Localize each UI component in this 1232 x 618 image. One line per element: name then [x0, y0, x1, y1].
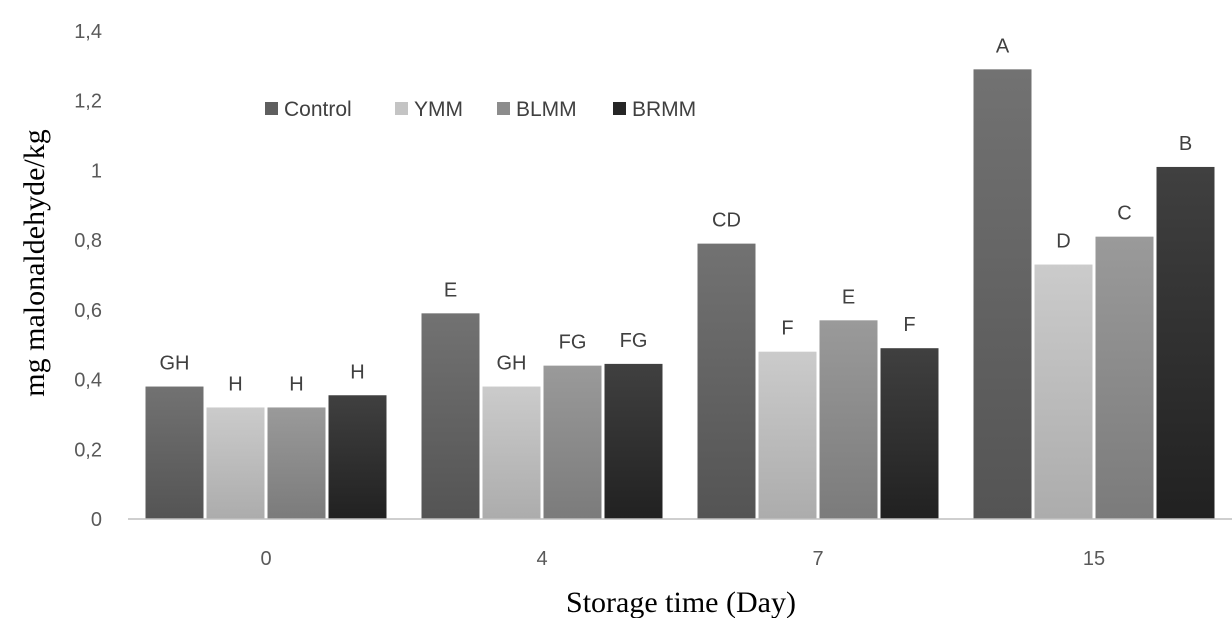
bar-letter-label: B: [1179, 133, 1192, 155]
bar-letter-label: C: [1117, 203, 1131, 225]
y-tick-label: 1,2: [74, 91, 102, 113]
bar-brmm-day-15: [1156, 166, 1215, 519]
bar-labels: GH H H H E GH FG FG CD F E F A D C B: [160, 35, 1193, 395]
x-axis-title: Storage time (Day): [566, 586, 796, 618]
bar-letter-label: A: [996, 35, 1010, 57]
bar-letter-label: FG: [559, 332, 587, 354]
bar-control-day-0: [145, 386, 204, 519]
bar-letter-label: H: [228, 373, 242, 395]
bar-blmm-day-0: [267, 407, 326, 519]
legend-label-blmm: BLMM: [516, 98, 577, 121]
x-axis-ticks: 0 4 7 15: [260, 548, 1105, 570]
bar-blmm-day-7: [819, 320, 878, 519]
bar-brmm-day-4: [604, 363, 663, 519]
y-tick-label: 1: [91, 160, 102, 182]
y-tick-label: 0,2: [74, 439, 102, 461]
bar-ymm-day-7: [758, 351, 817, 519]
legend: Control YMM BLMM BRMM: [265, 98, 696, 121]
legend-label-brmm: BRMM: [632, 98, 696, 121]
bar-letter-label: F: [781, 318, 793, 340]
bar-control-day-7: [697, 243, 756, 519]
y-axis-ticks: 0 0,2 0,4 0,6 0,8 1 1,2 1,4: [74, 21, 102, 531]
y-tick-label: 1,4: [74, 21, 102, 43]
bar-brmm-day-7: [880, 348, 939, 519]
bar-ymm-day-0: [206, 407, 265, 519]
legend-swatch-blmm: [497, 102, 510, 115]
x-tick-label: 4: [536, 548, 547, 570]
bar-blmm-day-15: [1095, 236, 1154, 519]
bar-ymm-day-15: [1034, 264, 1093, 519]
x-tick-label: 7: [812, 548, 823, 570]
bar-letter-label: H: [350, 361, 364, 383]
y-tick-label: 0: [91, 509, 102, 531]
bar-blmm-day-4: [543, 365, 602, 519]
y-tick-label: 0,8: [74, 230, 102, 252]
bar-letter-label: GH: [160, 353, 190, 375]
legend-swatch-brmm: [613, 102, 626, 115]
bar-brmm-day-0: [328, 395, 387, 519]
x-tick-label: 0: [260, 548, 271, 570]
legend-swatch-ymm: [395, 102, 408, 115]
bar-letter-label: F: [903, 314, 915, 336]
bars: [145, 69, 1215, 519]
bar-control-day-15: [973, 69, 1032, 519]
y-tick-label: 0,6: [74, 300, 102, 322]
y-axis-title: mg malonaldehyde/kg: [18, 129, 51, 396]
bar-letter-label: FG: [620, 330, 648, 352]
legend-swatch-control: [265, 102, 278, 115]
bar-letter-label: D: [1056, 231, 1070, 253]
bar-letter-label: CD: [712, 210, 741, 232]
bar-letter-label: E: [842, 286, 855, 308]
x-tick-label: 15: [1083, 548, 1105, 570]
y-tick-label: 0,4: [74, 370, 102, 392]
legend-label-ymm: YMM: [414, 98, 463, 121]
legend-label-control: Control: [284, 98, 352, 121]
bar-ymm-day-4: [482, 386, 541, 519]
bar-letter-label: E: [444, 279, 457, 301]
bar-letter-label: GH: [497, 353, 527, 375]
bar-control-day-4: [421, 313, 480, 519]
bar-letter-label: H: [289, 373, 303, 395]
